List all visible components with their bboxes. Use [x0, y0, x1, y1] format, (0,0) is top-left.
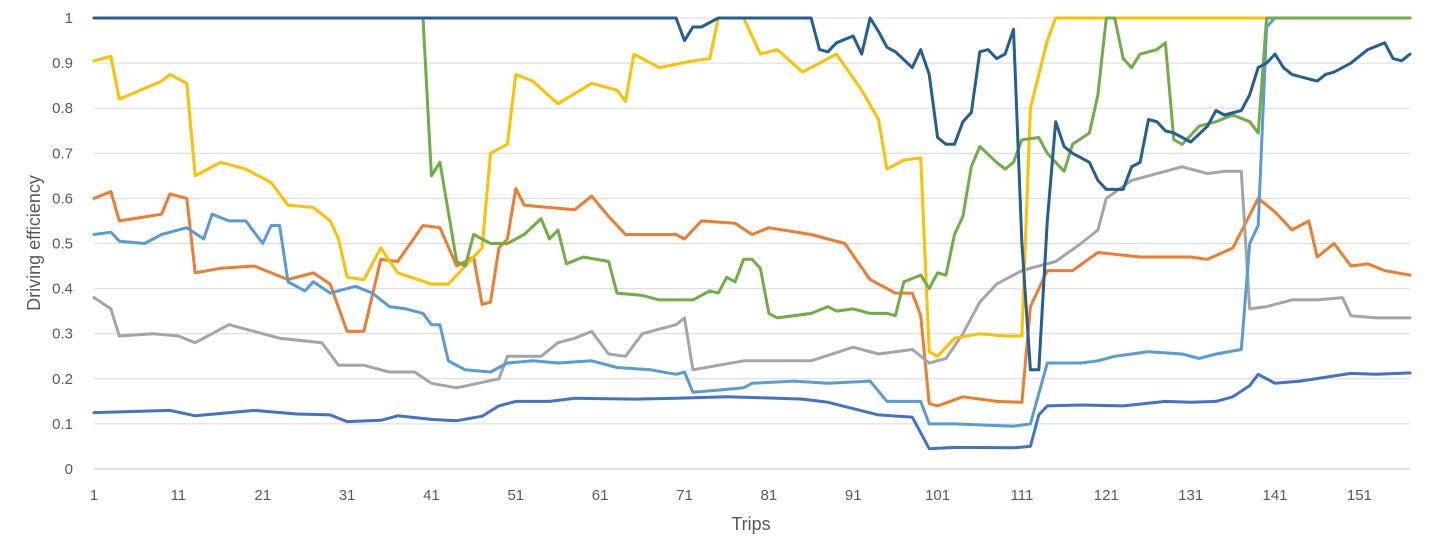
y-tick-label: 0.7 — [52, 145, 73, 162]
series-line-4 — [92, 16, 1412, 358]
y-tick-label: 0 — [65, 461, 73, 478]
y-tick-label: 0.1 — [52, 416, 73, 433]
y-tick-label: 0.5 — [52, 236, 73, 253]
y-tick-label: 0.3 — [52, 326, 73, 343]
x-tick-labels: 1 11 21 31 41 51 61 71 81 91 101 111 121 131 141 151 — [90, 487, 1372, 504]
x-tick-label: 151 — [1347, 487, 1372, 504]
x-tick-label: 131 — [1178, 487, 1203, 504]
x-tick-label: 91 — [845, 487, 862, 504]
y-tick-label: 0.8 — [52, 100, 73, 117]
x-tick-label: 21 — [254, 487, 271, 504]
x-tick-label: 31 — [339, 487, 356, 504]
x-tick-label: 11 — [171, 487, 187, 504]
series-line-2 — [92, 187, 1412, 408]
y-tick-label: 1 — [65, 10, 73, 27]
x-tick-label: 81 — [761, 487, 778, 504]
x-tick-label: 71 — [676, 487, 693, 504]
series-line-1 — [92, 371, 1412, 451]
x-tick-label: 101 — [925, 487, 950, 504]
y-tick-label: 0.4 — [52, 281, 73, 298]
series-group — [92, 16, 1412, 451]
x-axis-title: Trips — [731, 514, 770, 534]
x-tick-label: 41 — [423, 487, 440, 504]
x-tick-label: 51 — [507, 487, 524, 504]
y-tick-label: 0.9 — [52, 55, 73, 72]
x-tick-label: 1 — [90, 487, 98, 504]
x-tick-label: 111 — [1011, 487, 1034, 504]
series-line-3 — [92, 165, 1412, 390]
y-axis-title: Driving efficiency — [24, 175, 44, 311]
series-line-5 — [92, 16, 1412, 428]
series-line-6 — [421, 16, 1412, 320]
y-tick-label: 0.6 — [52, 190, 73, 207]
x-tick-label: 61 — [592, 487, 609, 504]
x-tick-label: 121 — [1094, 487, 1119, 504]
y-tick-label: 0.2 — [52, 371, 73, 388]
x-tick-label: 141 — [1263, 487, 1288, 504]
y-tick-labels: 0 0.1 0.2 0.3 0.4 0.5 0.6 0.7 0.8 0.9 1 — [52, 10, 73, 478]
series-line-7 — [92, 16, 1412, 372]
